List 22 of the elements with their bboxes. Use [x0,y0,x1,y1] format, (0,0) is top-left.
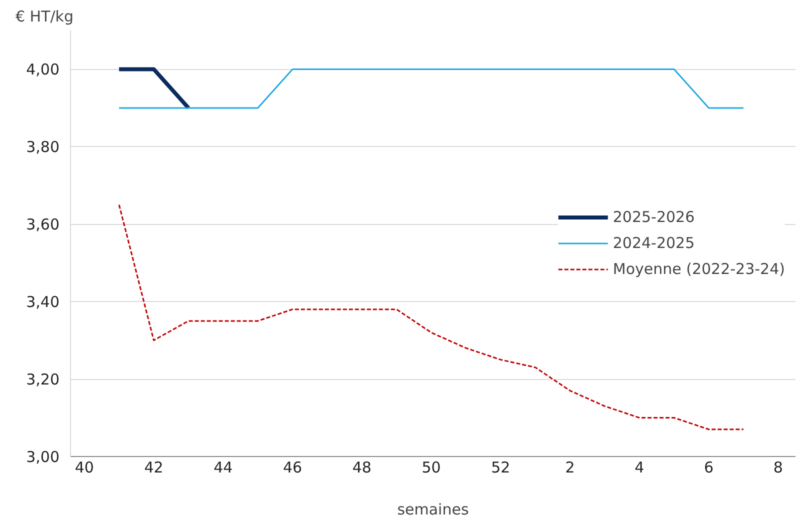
y-tick-label: 4,00 [26,60,60,79]
y-tick-label: 3,60 [26,216,60,234]
legend-label: Moyenne (2022-23-24) [612,260,785,278]
y-axis-title: € HT/kg [16,8,74,26]
x-tick-label: 2 [565,458,575,476]
x-tick-label: 44 [214,458,233,476]
x-tick-label: 6 [704,458,714,476]
x-axis-title: semaines [397,500,469,518]
x-tick-label: 46 [282,458,302,476]
legend-label: 2024-2025 [612,234,695,252]
x-tick-label: 48 [352,458,372,476]
x-tick-label: 42 [144,458,164,476]
x-tick-label: 40 [74,458,94,476]
y-tick-label: 3,00 [26,448,60,466]
x-tick-label: 50 [422,458,441,476]
legend-label: 2025-2026 [612,208,695,226]
y-tick-label: 3,40 [26,293,60,312]
y-tick-label: 3,80 [26,138,60,156]
x-tick-label: 8 [773,458,783,476]
x-tick-label: 52 [491,458,510,476]
y-tick-label: 3,20 [26,370,60,389]
x-tick-label: 4 [634,458,644,476]
